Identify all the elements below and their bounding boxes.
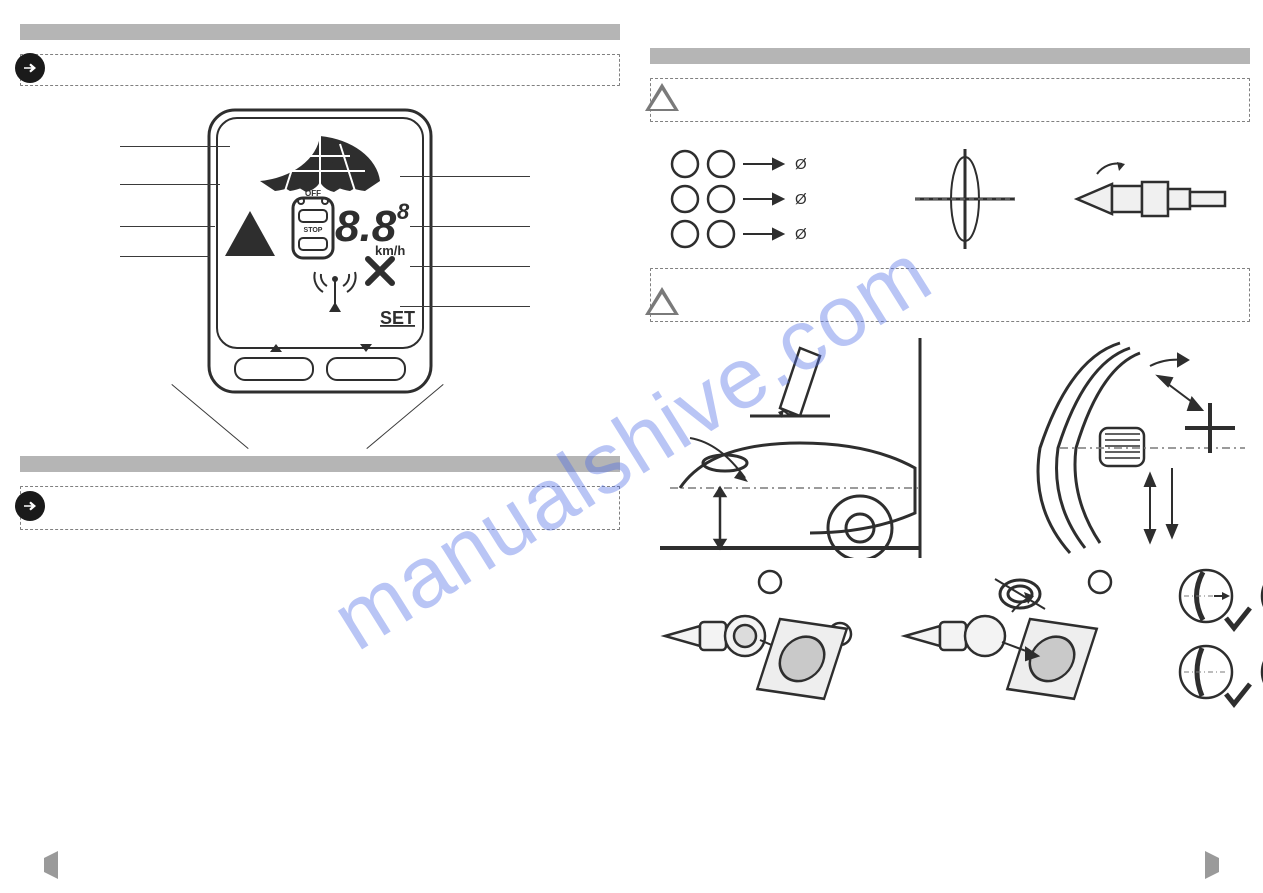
warning-triangle-icon [645,83,679,117]
svg-text:8: 8 [397,199,410,224]
sensor-row [650,564,1250,724]
orientation-check-icon [1170,564,1263,714]
svg-text:Ø: Ø [795,156,807,173]
section-bar [650,48,1250,64]
note-box [20,486,620,530]
hole-grid-icon: Ø Ø Ø [663,144,863,254]
arrow-circle-icon [15,491,49,525]
page-number-right [1195,851,1239,879]
car-height-icon [660,338,960,558]
lcd-display-icon: OFF STOP 8.8 8 km/h [205,106,435,396]
svg-text:STOP: STOP [304,227,323,234]
sensor-mount-b-icon [900,564,1130,714]
left-column: OFF STOP 8.8 8 km/h [20,0,620,893]
drill-row: Ø Ø Ø [650,144,1250,254]
caution-box [650,268,1250,322]
svg-text:Ø: Ø [795,226,807,243]
page: OFF STOP 8.8 8 km/h [0,0,1263,893]
sensor-mount-a-icon [660,564,860,714]
cross-gauge-icon [910,144,1020,254]
drill-bit-icon [1067,144,1237,254]
svg-text:km/h: km/h [375,243,405,258]
bumper-curve-icon [1000,338,1250,558]
chevron-right-icon [1205,851,1239,879]
chevron-left-icon [24,851,58,879]
arrow-circle-icon [15,53,49,87]
caution-box [650,78,1250,122]
bumper-row [650,338,1250,558]
warning-triangle-icon [645,287,679,321]
svg-text:SET: SET [380,308,415,328]
page-number-left [24,851,68,879]
section-bar [20,24,620,40]
note-box [20,54,620,86]
section-bar [20,456,620,472]
svg-text:OFF: OFF [305,189,321,198]
display-figure: OFF STOP 8.8 8 km/h [100,106,540,396]
right-column: Ø Ø Ø [650,0,1250,893]
svg-text:Ø: Ø [795,191,807,208]
